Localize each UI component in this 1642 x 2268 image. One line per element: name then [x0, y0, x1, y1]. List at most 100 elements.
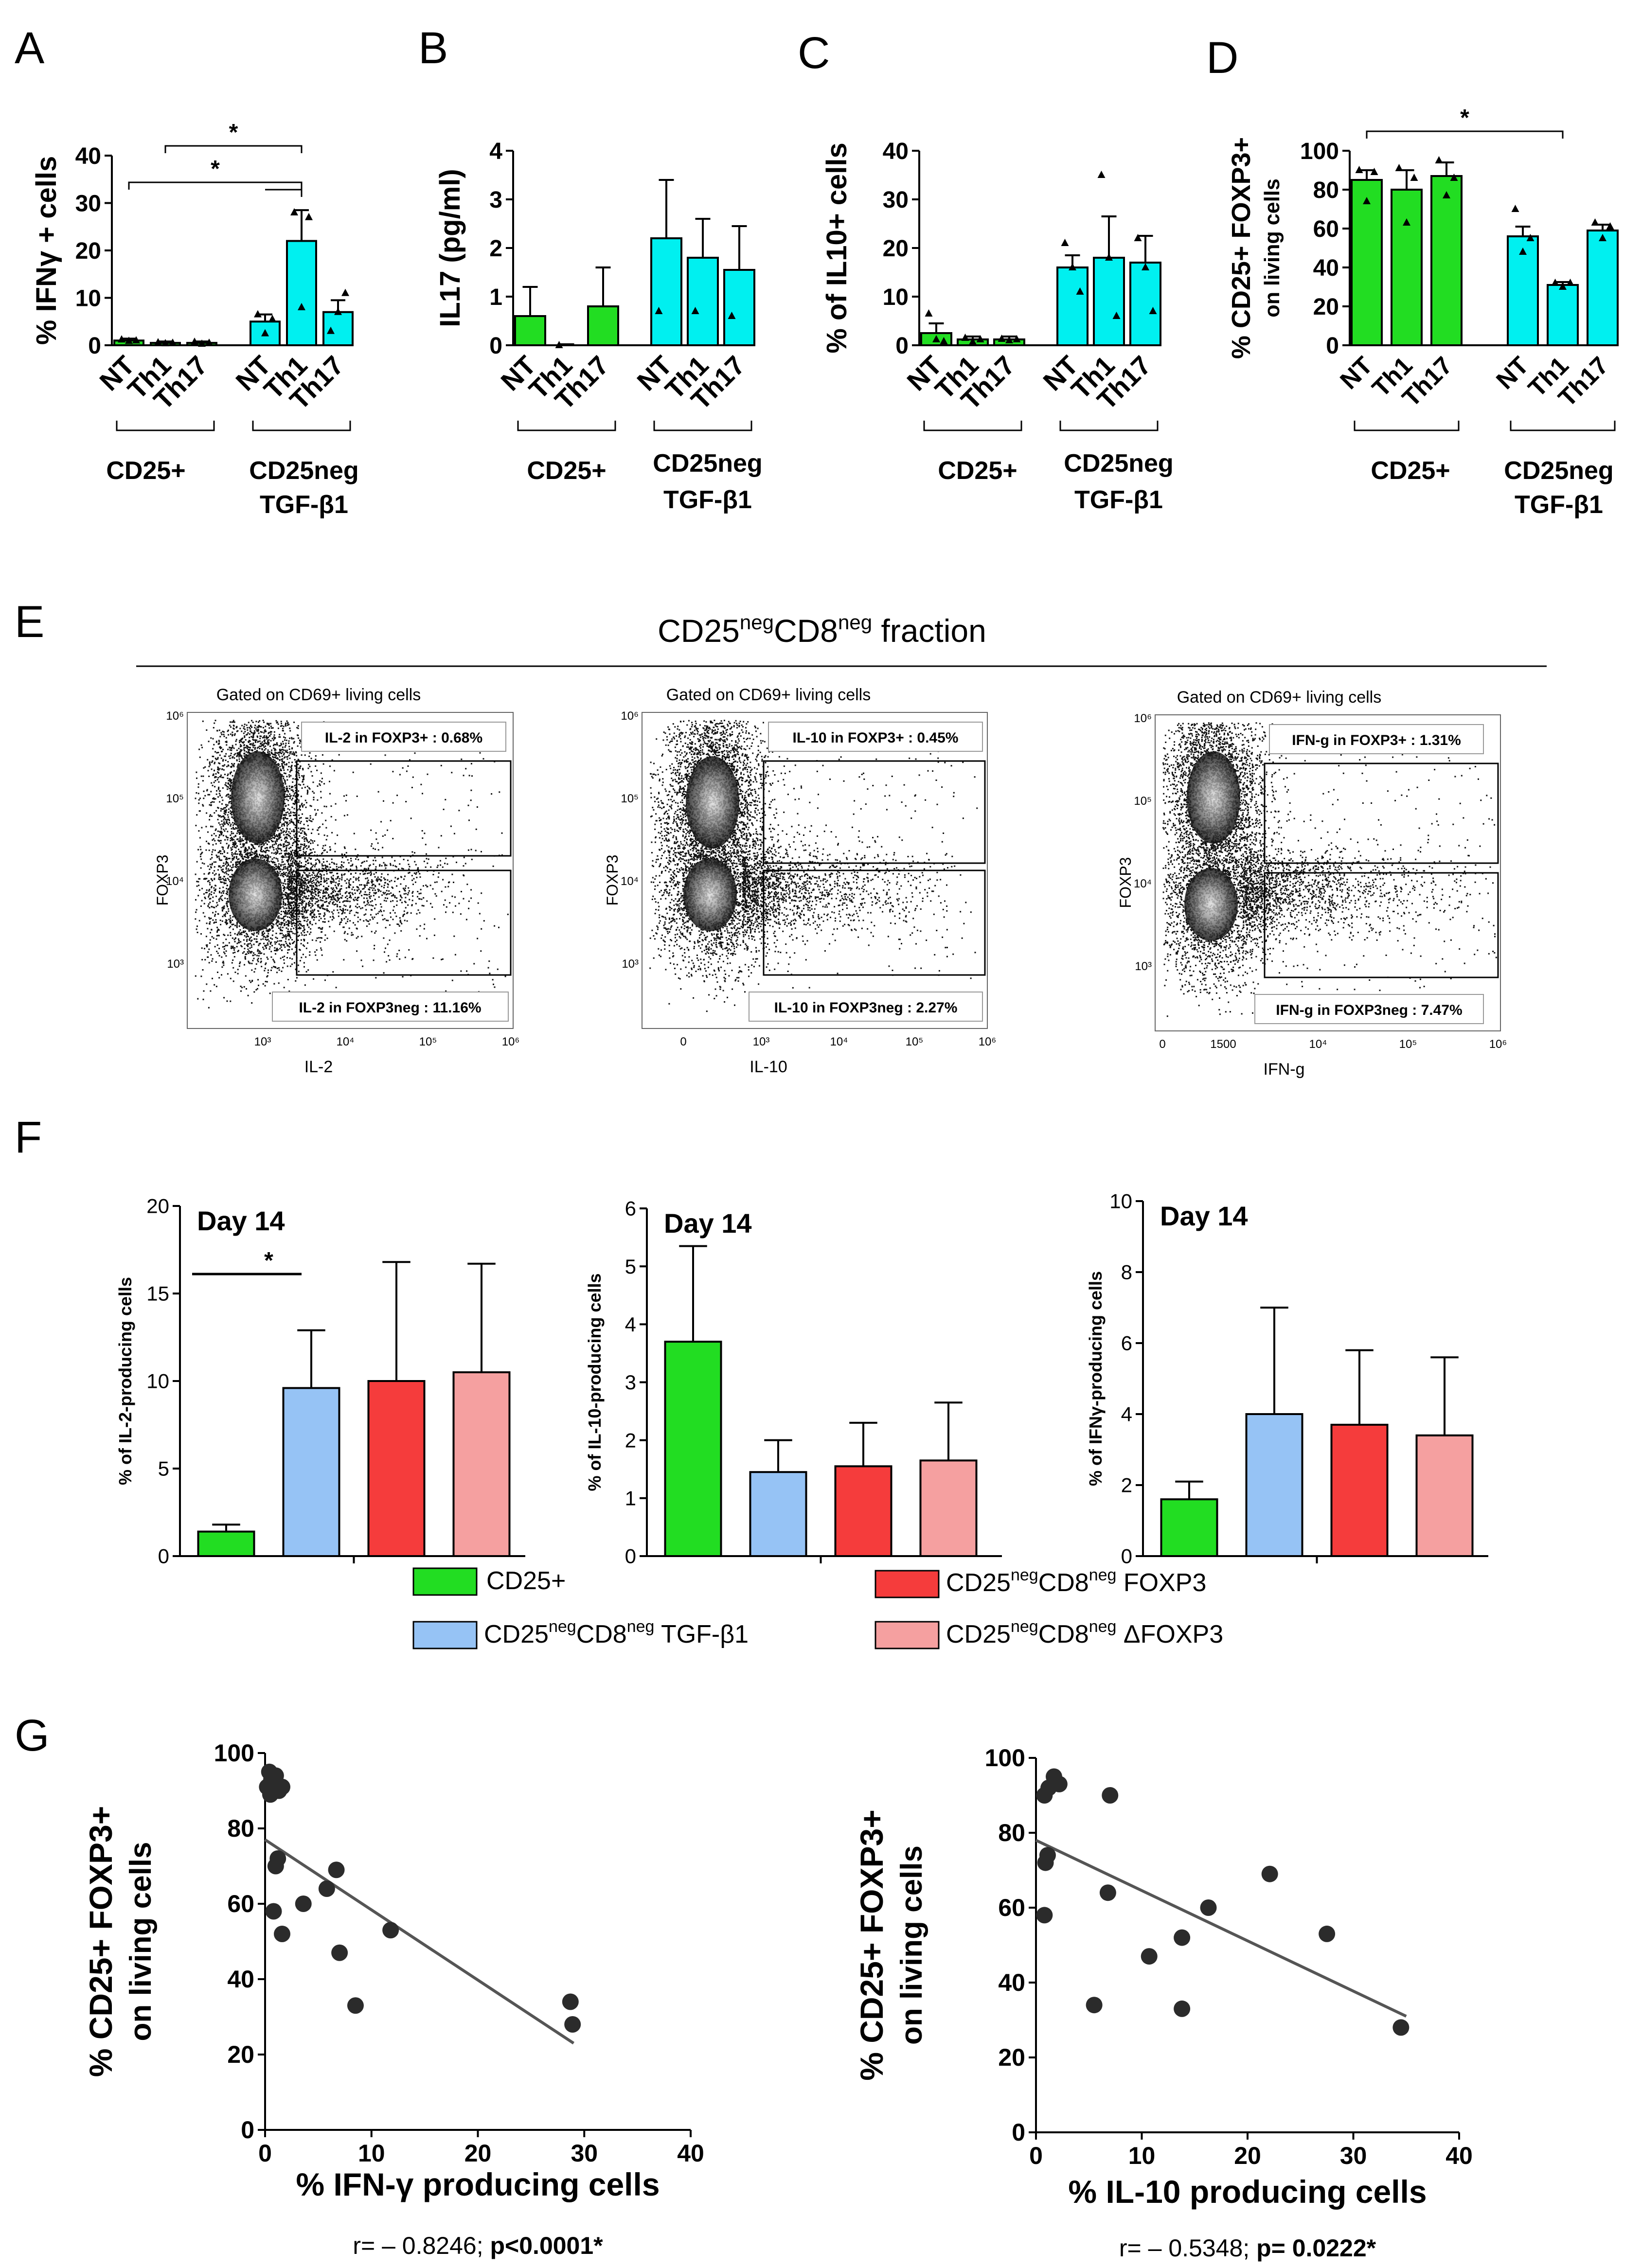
gate-foxp3neg — [1264, 872, 1499, 978]
gate-foxp3pos — [296, 760, 512, 857]
group-label-d-cd25neg: CD25neg — [1504, 457, 1613, 485]
y-tick-label: 2 — [625, 1429, 636, 1452]
group-labels: CD25+ CD25neg TGF-β1 CD25+ CD25neg TGF-β… — [106, 449, 1613, 519]
y-tick-label: 20 — [75, 238, 101, 264]
regression-line — [264, 1838, 575, 2045]
y-tick-label: 40 — [883, 139, 909, 164]
x-tick-label: 30 — [571, 2140, 598, 2167]
y-tick-label: 5 — [625, 1255, 636, 1278]
gate-label-box-bottom — [1254, 994, 1484, 1024]
flow-cloud — [195, 720, 509, 1016]
flow-xtick: 1500 — [1210, 1038, 1236, 1051]
data-point — [1370, 168, 1378, 175]
stat-p-value: p= 0.0222* — [1256, 2234, 1376, 2262]
flow-frame — [1155, 714, 1501, 1031]
x-tick-label: 0 — [1029, 2142, 1043, 2169]
data-point — [265, 1903, 282, 1920]
data-point — [1149, 307, 1157, 314]
data-point — [555, 341, 563, 348]
y-tick-label: 3 — [625, 1371, 636, 1394]
y-tick-label: 4 — [1121, 1403, 1132, 1426]
gate-label-box-bottom — [272, 992, 509, 1022]
bar — [919, 1459, 978, 1557]
y-tick-label: 3 — [489, 187, 502, 213]
data-point — [1086, 1997, 1103, 2014]
legend-swatch-tgf — [412, 1621, 478, 1649]
y-tick-label: 0 — [1121, 1545, 1132, 1568]
y-tick-label: 40 — [75, 143, 101, 169]
data-point — [341, 288, 349, 296]
data-point — [1363, 197, 1371, 204]
panel-label-c: C — [798, 28, 830, 78]
flow-ytick: 10⁶ — [166, 709, 184, 723]
significance-star: * — [229, 120, 238, 145]
y-tick-label: 0 — [895, 333, 909, 359]
data-point — [1036, 1907, 1053, 1924]
significance-star: * — [1460, 105, 1469, 131]
flow-xtick: 10⁵ — [419, 1035, 437, 1048]
flow-ytick: 10⁶ — [1134, 712, 1152, 725]
group-label-b-tgf: TGF-β1 — [663, 486, 752, 514]
bar — [1330, 1423, 1389, 1557]
y-tick-label: 0 — [625, 1545, 636, 1568]
y-tick-label: 0 — [158, 1545, 169, 1568]
gate-label-box-top — [768, 722, 983, 752]
legend-label-foxp3: CD25negCD8neg FOXP3 — [946, 1566, 1206, 1597]
data-point — [1392, 2019, 1410, 2036]
group-bracket — [653, 421, 752, 431]
y-tick-label: 1 — [625, 1487, 636, 1510]
group-label-c-tgf: TGF-β1 — [1074, 486, 1163, 514]
chart-d: 0 20 40 60 80 100 % CD25+ FOXP3+ on living cell… — [1227, 105, 1619, 431]
data-point — [269, 1850, 286, 1867]
y-tick-label: 100 — [985, 1744, 1025, 1772]
data-point — [1200, 1899, 1217, 1916]
y-tick-label: 80 — [998, 1819, 1025, 1846]
flow-ytick: 10³ — [622, 957, 639, 971]
stat-r-value: r= – 0.5348; — [1119, 2234, 1256, 2262]
legend-label-dfoxp3: CD25negCD8neg ΔFOXP3 — [946, 1617, 1223, 1648]
density-core-lower — [1184, 868, 1238, 941]
y-tick-label: 4 — [489, 139, 502, 164]
x-tick-label: 0 — [258, 2140, 272, 2167]
data-point — [1526, 234, 1535, 241]
data-point — [274, 1926, 290, 1942]
y-tick-label: 2 — [489, 236, 502, 262]
flow-xtick: 10⁶ — [502, 1035, 520, 1048]
data-point — [254, 310, 262, 318]
data-point — [327, 326, 335, 334]
bar — [834, 1465, 892, 1558]
bar — [282, 1387, 340, 1557]
x-tick-label: 20 — [464, 2140, 492, 2167]
flow-xlabel: IFN-g — [1264, 1060, 1305, 1079]
data-point — [1450, 174, 1458, 181]
gate-label-bottom: IL-2 in FOXP3neg : 11.16% — [299, 1000, 481, 1016]
data-point — [564, 2016, 581, 2033]
x-tick-label: 10 — [1128, 2142, 1156, 2169]
data-point — [1174, 2000, 1191, 2017]
data-point — [334, 307, 342, 315]
y-axis-title-2: on living cells — [1261, 178, 1284, 318]
data-point — [1013, 335, 1021, 342]
data-point — [154, 338, 162, 346]
bar — [650, 237, 682, 346]
flow-xlabel: IL-2 — [304, 1058, 333, 1076]
group-bracket — [1510, 421, 1616, 431]
group-label-b-cd25pos: CD25+ — [527, 457, 606, 485]
data-point — [1410, 174, 1418, 181]
data-point — [261, 329, 269, 337]
bar — [286, 240, 317, 346]
data-point — [382, 1922, 399, 1939]
data-point — [1112, 312, 1121, 319]
group-label-d-tgf: TGF-β1 — [1515, 491, 1603, 519]
flow-ylabel: FOXP3 — [154, 855, 171, 906]
bar — [1160, 1498, 1218, 1557]
panel-label-f: F — [15, 1113, 42, 1162]
flow-ylabel: FOXP3 — [604, 855, 621, 906]
y-tick-label: 6 — [625, 1197, 636, 1220]
y-tick-label: 8 — [1121, 1261, 1132, 1284]
data-point — [1174, 1929, 1191, 1946]
y-tick-label: 80 — [1313, 177, 1339, 203]
data-point — [1134, 234, 1142, 241]
